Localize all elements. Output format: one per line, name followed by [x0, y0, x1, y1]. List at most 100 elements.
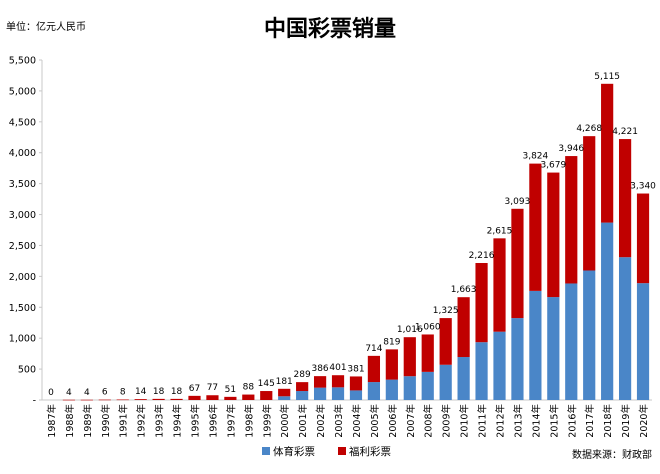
bar-segment-welfare	[134, 399, 147, 400]
x-tick-label: 1991年	[118, 404, 130, 438]
y-tick-label: 5,500	[9, 56, 36, 67]
y-tick-label: -	[33, 396, 36, 407]
bar-segment-sports	[475, 342, 488, 400]
bar-segment-welfare	[296, 382, 309, 392]
data-label: 77	[207, 383, 218, 393]
y-tick-label: 2,500	[9, 241, 36, 252]
chart-title: 中国彩票销量	[264, 17, 396, 42]
bar-segment-sports	[421, 371, 434, 400]
bar-segment-sports	[349, 390, 363, 400]
x-tick-label: 1999年	[261, 404, 273, 438]
x-tick-label: 2016年	[566, 404, 578, 438]
bar-segment-welfare	[260, 391, 273, 400]
x-tick-label: 2014年	[530, 404, 542, 438]
bar-segment-welfare	[618, 139, 632, 258]
x-tick-label: 2009年	[441, 404, 453, 438]
legend: 体育彩票 福利彩票	[262, 445, 391, 458]
bar-segment-welfare	[313, 376, 327, 388]
axes: - 500 1,000 1,500 2,000 2,500 3,000 3,500 4,000 4…	[9, 56, 652, 438]
data-label: 401	[329, 363, 346, 373]
x-tick-label: 2004年	[351, 404, 363, 438]
bar-segment-welfare	[457, 297, 470, 358]
data-label: 2,615	[487, 226, 513, 236]
x-tick-label: 1995年	[190, 404, 202, 438]
y-tick-label: 3,000	[9, 210, 36, 221]
y-tick-label: 1,500	[9, 303, 36, 314]
bar-segment-welfare	[80, 399, 93, 401]
bar-segment-sports	[457, 357, 470, 400]
bar-segment-welfare	[529, 163, 542, 291]
bar-segment-welfare	[242, 394, 255, 400]
y-tick-label: 500	[18, 365, 36, 376]
bar-segment-welfare	[170, 398, 183, 400]
bar-segment-welfare	[62, 399, 76, 401]
x-tick-label: 2001年	[297, 404, 309, 438]
y-tick-label: 1,000	[9, 334, 36, 345]
y-tick-label: 4,000	[9, 148, 36, 159]
bar-segment-welfare	[116, 399, 129, 401]
x-tick-label: 2019年	[620, 404, 632, 438]
bar-segment-sports	[547, 297, 560, 400]
bar-segment-sports	[367, 382, 381, 400]
data-label: 3,093	[505, 197, 531, 207]
data-label: 3,824	[522, 152, 548, 162]
data-label: 145	[258, 379, 275, 389]
x-tick-label: 2018年	[602, 404, 614, 438]
x-tick-label: 1987年	[46, 404, 58, 438]
x-tick-label: 2020年	[638, 404, 650, 438]
bar-segment-welfare	[188, 395, 201, 400]
source-label: 数据来源：财政部	[572, 448, 652, 461]
x-tick-label: 1992年	[136, 404, 148, 438]
data-label: 819	[383, 337, 400, 347]
data-label: 5,115	[594, 72, 620, 82]
legend-label-sports: 体育彩票	[273, 445, 315, 458]
bar-segment-welfare	[565, 156, 578, 284]
data-label: 4,221	[612, 127, 638, 137]
data-label: 4	[84, 388, 90, 398]
x-tick-label: 2002年	[315, 404, 327, 438]
bar-segment-welfare	[421, 334, 434, 372]
data-label: 181	[276, 377, 293, 387]
data-label: 2,216	[469, 251, 495, 261]
bar-segment-sports	[493, 331, 506, 400]
bar-segment-sports	[511, 318, 524, 400]
data-label: 4	[66, 388, 72, 398]
x-tick-label: 2005年	[369, 404, 381, 438]
data-label: 6	[102, 388, 108, 398]
x-tick-label: 2006年	[387, 404, 399, 438]
data-label: 51	[225, 385, 236, 395]
data-label: 3,340	[630, 182, 656, 192]
x-tick-label: 2008年	[423, 404, 435, 438]
x-tick-label: 2013年	[512, 404, 524, 438]
data-label: 67	[189, 384, 200, 394]
data-label: 3,946	[558, 144, 584, 154]
bar-segment-sports	[296, 391, 309, 400]
bar-segment-welfare	[439, 318, 452, 365]
data-label: 88	[243, 383, 255, 393]
bar-segment-welfare	[98, 399, 111, 401]
y-tick-label: 3,500	[9, 179, 36, 190]
bar-segment-sports	[439, 364, 452, 400]
y-tick-label: 5,000	[9, 86, 36, 97]
y-tick-label: 4,500	[9, 117, 36, 128]
x-tick-label: 2007年	[405, 404, 417, 438]
bar-segment-welfare	[224, 396, 237, 400]
bar-segment-sports	[565, 283, 578, 400]
bar-segment-sports	[583, 270, 596, 400]
unit-label: 单位：亿元人民币	[6, 20, 86, 33]
x-tick-label: 2003年	[333, 404, 345, 438]
data-label: 14	[135, 387, 147, 397]
data-label: 8	[120, 388, 126, 398]
bars	[62, 83, 650, 401]
bar-segment-welfare	[403, 337, 416, 377]
x-tick-label: 1994年	[172, 404, 184, 438]
bar-segment-welfare	[385, 349, 398, 380]
legend-swatch-sports	[262, 447, 270, 455]
bar-segment-sports	[636, 283, 650, 400]
x-tick-label: 1990年	[100, 404, 112, 438]
data-label: 381	[347, 364, 364, 374]
data-label: 4,268	[576, 124, 602, 134]
bar-segment-sports	[385, 379, 398, 400]
